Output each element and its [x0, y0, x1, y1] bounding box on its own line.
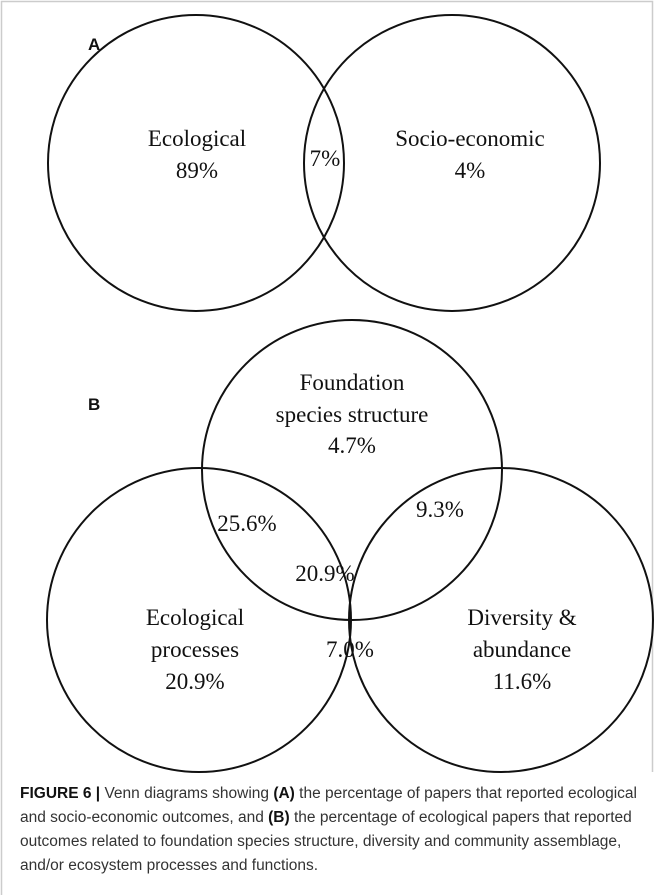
set-value: 4%	[455, 158, 486, 183]
caption-text: Venn diagrams showing	[100, 785, 274, 802]
set-title: Diversity &	[467, 605, 576, 630]
set-title: species structure	[276, 402, 429, 427]
caption-text: the percentage of ecological papers that…	[20, 809, 632, 874]
set-title: abundance	[473, 637, 571, 662]
set-title: Ecological	[146, 605, 244, 630]
overlap-value: 9.3%	[416, 497, 464, 522]
set-value: 20.9%	[165, 669, 224, 694]
overlap-value: 7.0%	[326, 637, 374, 662]
venn-circle	[303, 14, 601, 312]
caption-bold: FIGURE 6 |	[20, 785, 101, 802]
venn-circle	[348, 467, 654, 773]
venn-circle	[46, 467, 352, 773]
set-title: Ecological	[148, 126, 246, 151]
set-title: processes	[151, 637, 239, 662]
overlap-value: 25.6%	[217, 511, 276, 536]
set-value: 89%	[176, 158, 218, 183]
set-title: Foundation	[300, 370, 405, 395]
set-value: 11.6%	[493, 669, 552, 694]
set-value: 4.7%	[328, 433, 376, 458]
panel-label: B	[88, 395, 100, 414]
overlap-value: 7%	[310, 146, 341, 171]
set-title: Socio-economic	[395, 126, 544, 151]
figure-caption: FIGURE 6 | Venn diagrams showing (A) the…	[20, 782, 642, 878]
venn-circle	[47, 14, 345, 312]
overlap-value: 20.9%	[295, 561, 354, 586]
caption-bold: (B)	[268, 809, 290, 826]
caption-text: the percentage of papers that reported e…	[20, 785, 637, 826]
caption-bold: (A)	[273, 785, 295, 802]
panel-label: A	[88, 35, 100, 54]
